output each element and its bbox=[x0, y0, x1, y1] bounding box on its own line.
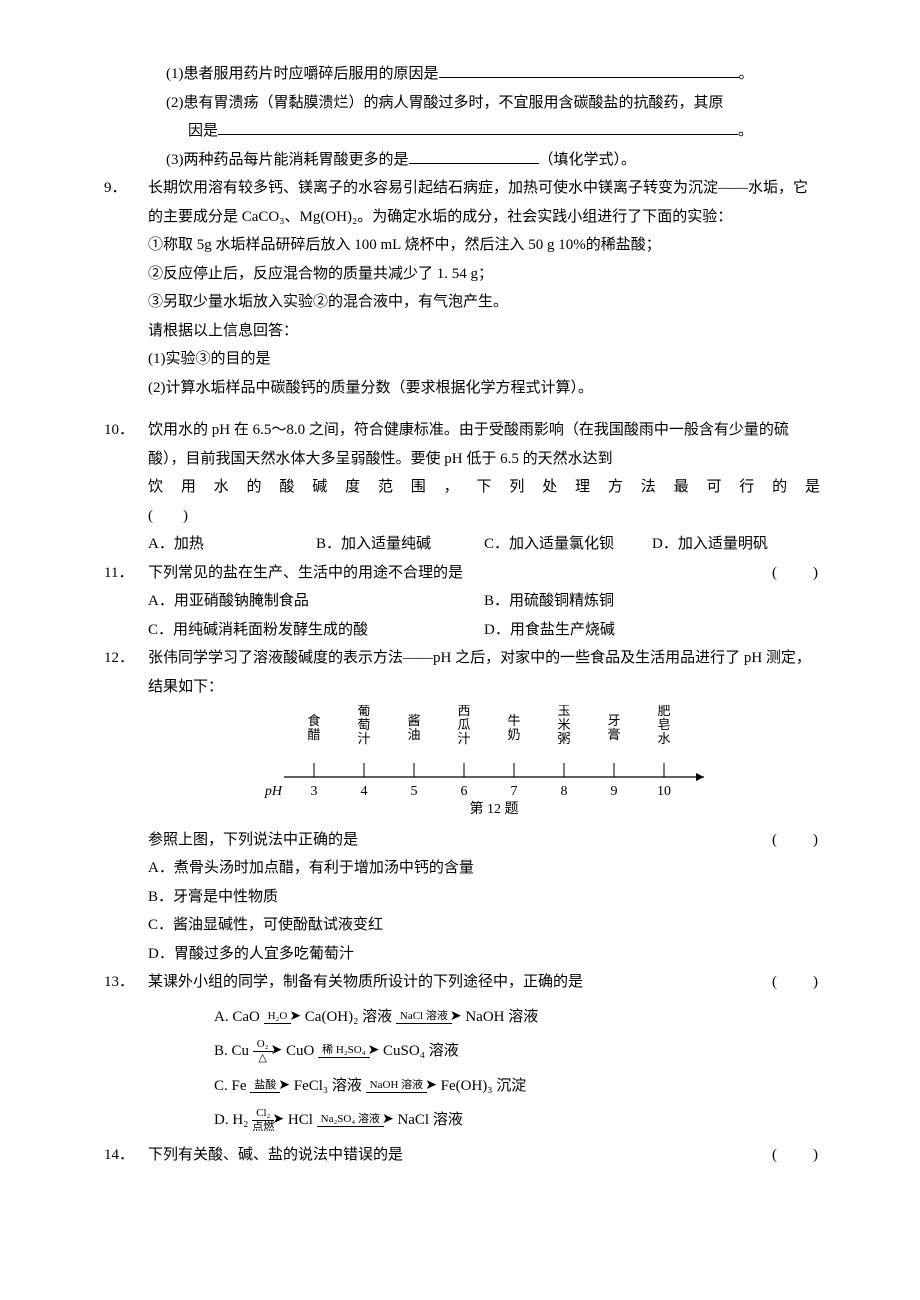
q8-sub1-suffix: 。 bbox=[739, 66, 754, 82]
svg-text:汁: 汁 bbox=[357, 731, 370, 746]
q11-number: 11． bbox=[100, 559, 148, 645]
q9-number: 9． bbox=[100, 174, 148, 402]
q8-sub2-blank[interactable] bbox=[218, 134, 738, 135]
q14-stem-line: 下列有关酸、碱、盐的说法中错误的是 ( ) bbox=[148, 1141, 820, 1170]
q14-paren[interactable]: ( ) bbox=[772, 1141, 820, 1170]
q8-sub3-blank[interactable] bbox=[409, 163, 539, 164]
q12-stem-line: 参照上图，下列说法中正确的是 ( ) bbox=[148, 826, 820, 855]
svg-text:4: 4 bbox=[361, 784, 368, 799]
q11-optD[interactable]: D．用食盐生产烧碱 bbox=[484, 616, 820, 645]
q9-step1: ①称取 5g 水垢样品研碎后放入 100 mL 烧杯中，然后注入 50 g 10… bbox=[148, 231, 820, 260]
svg-text:3: 3 bbox=[311, 784, 318, 799]
q11-paren[interactable]: ( ) bbox=[772, 559, 820, 588]
q11-stem-line: 下列常见的盐在生产、生活中的用途不合理的是 ( ) bbox=[148, 559, 820, 588]
ph-scale-svg: 食醋葡萄汁酱油西瓜汁牛奶玉米粥牙膏肥皂水pH345678910第 12 题 bbox=[244, 705, 724, 815]
q9: 9． 长期饮用溶有较多钙、镁离子的水容易引起结石病症，加热可使水中镁离子转变为沉… bbox=[100, 174, 820, 402]
q8-sub2-line2-prefix: 因是 bbox=[188, 123, 218, 139]
q8-sub1-blank[interactable] bbox=[439, 77, 739, 78]
q9-step2: ②反应停止后，反应混合物的质量共减少了 1. 54 g； bbox=[148, 260, 820, 289]
svg-text:牛: 牛 bbox=[507, 713, 520, 728]
svg-text:粥: 粥 bbox=[557, 731, 570, 746]
q8-sub2-suffix: 。 bbox=[738, 123, 753, 139]
q13-paren[interactable]: ( ) bbox=[772, 968, 820, 997]
svg-text:7: 7 bbox=[511, 784, 518, 799]
q13-optB[interactable]: B. Cu O₂△➤ CuO 稀 H₂SO₄➤ CuSO₄ 溶液 bbox=[214, 1037, 820, 1066]
q8-sub2-line1: (2)患有胃溃疡（胃黏膜溃烂）的病人胃酸过多时，不宜服用含碳酸盐的抗酸药，其原 bbox=[100, 89, 820, 118]
svg-text:6: 6 bbox=[461, 784, 468, 799]
q12-figure: 食醋葡萄汁酱油西瓜汁牛奶玉米粥牙膏肥皂水pH345678910第 12 题 bbox=[148, 705, 820, 826]
q10-optD[interactable]: D．加入适量明矾 bbox=[652, 530, 820, 559]
svg-text:牙: 牙 bbox=[607, 713, 620, 728]
q11: 11． 下列常见的盐在生产、生活中的用途不合理的是 ( ) A．用亚硝酸钠腌制食… bbox=[100, 559, 820, 645]
q13-stem-line: 某课外小组的同学，制备有关物质所设计的下列途径中，正确的是 ( ) bbox=[148, 968, 820, 997]
q10-optA[interactable]: A．加热 bbox=[148, 530, 316, 559]
q8-sub1-prefix: (1)患者服用药片时应嚼碎后服用的原因是 bbox=[166, 66, 439, 82]
q8-sub2-line2: 因是 。 bbox=[100, 117, 820, 146]
svg-text:酱: 酱 bbox=[407, 713, 420, 728]
q10-optB[interactable]: B．加入适量纯碱 bbox=[316, 530, 484, 559]
q10: 10． 饮用水的 pH 在 6.5～8.0 之间，符合健康标准。由于受酸雨影响（… bbox=[100, 416, 820, 559]
q12-number: 12． bbox=[100, 644, 148, 968]
svg-text:8: 8 bbox=[561, 784, 568, 799]
q13-stem: 某课外小组的同学，制备有关物质所设计的下列途径中，正确的是 bbox=[148, 974, 583, 990]
svg-text:醋: 醋 bbox=[307, 727, 320, 742]
q13-optD[interactable]: D. H₂ Cl₂点燃➤ HCl Na₂SO₄ 溶液➤ NaCl 溶液 bbox=[214, 1106, 820, 1135]
q13-optC[interactable]: C. Fe 盐酸➤ FeCl₃ 溶液 NaOH 溶液➤ Fe(OH)₃ 沉淀 bbox=[214, 1072, 820, 1101]
svg-text:10: 10 bbox=[657, 784, 671, 799]
q12-stem: 参照上图，下列说法中正确的是 bbox=[148, 832, 358, 848]
q11-options-row1: A．用亚硝酸钠腌制食品 B．用硫酸铜精炼铜 bbox=[148, 587, 820, 616]
q14-stem: 下列有关酸、碱、盐的说法中错误的是 bbox=[148, 1147, 403, 1163]
svg-text:油: 油 bbox=[407, 727, 420, 742]
q10-text1: 饮用水的 pH 在 6.5～8.0 之间，符合健康标准。由于受酸雨影响（在我国酸… bbox=[148, 416, 820, 473]
q11-optA[interactable]: A．用亚硝酸钠腌制食品 bbox=[148, 587, 484, 616]
svg-text:萄: 萄 bbox=[357, 717, 370, 732]
svg-text:米: 米 bbox=[557, 717, 570, 732]
svg-text:皂: 皂 bbox=[657, 717, 670, 732]
svg-text:pH: pH bbox=[264, 784, 283, 799]
q9-intro: 长期饮用溶有较多钙、镁离子的水容易引起结石病症，加热可使水中镁离子转变为沉淀——… bbox=[148, 174, 820, 231]
q10-options: A．加热 B．加入适量纯碱 C．加入适量氯化钡 D．加入适量明矾 bbox=[148, 530, 820, 559]
q12-intro: 张伟同学学习了溶液酸碱度的表示方法——pH 之后，对家中的一些食品及生活用品进行… bbox=[148, 644, 820, 701]
q8-sub3-prefix: (3)两种药品每片能消耗胃酸更多的是 bbox=[166, 152, 409, 168]
svg-text:汁: 汁 bbox=[457, 731, 470, 746]
q10-paren[interactable]: ( ) bbox=[148, 502, 820, 531]
q13-optA[interactable]: A. CaO H₂O➤ Ca(OH)₂ 溶液 NaCl 溶液➤ NaOH 溶液 bbox=[214, 1003, 820, 1032]
spacer bbox=[100, 402, 820, 416]
q14: 14． 下列有关酸、碱、盐的说法中错误的是 ( ) bbox=[100, 1141, 820, 1170]
q10-text2: 饮用水的酸碱度范围，下列处理方法最可行的是 bbox=[148, 473, 820, 502]
svg-text:5: 5 bbox=[411, 784, 418, 799]
q13-number: 13． bbox=[100, 968, 148, 1141]
q12-optA[interactable]: A．煮骨头汤时加点醋，有利于增加汤中钙的含量 bbox=[148, 854, 820, 883]
q8-sub3: (3)两种药品每片能消耗胃酸更多的是 （填化学式）。 bbox=[100, 146, 820, 175]
q11-optB[interactable]: B．用硫酸铜精炼铜 bbox=[484, 587, 820, 616]
q9-sub2: (2)计算水垢样品中碳酸钙的质量分数（要求根据化学方程式计算）。 bbox=[148, 374, 820, 403]
svg-text:9: 9 bbox=[611, 784, 618, 799]
q13: 13． 某课外小组的同学，制备有关物质所设计的下列途径中，正确的是 ( ) A.… bbox=[100, 968, 820, 1141]
q9-prompt: 请根据以上信息回答： bbox=[148, 317, 820, 346]
q11-options-row2: C．用纯碱消耗面粉发酵生成的酸 D．用食盐生产烧碱 bbox=[148, 616, 820, 645]
q11-stem: 下列常见的盐在生产、生活中的用途不合理的是 bbox=[148, 565, 463, 581]
q12-optB[interactable]: B．牙膏是中性物质 bbox=[148, 883, 820, 912]
q12: 12． 张伟同学学习了溶液酸碱度的表示方法——pH 之后，对家中的一些食品及生活… bbox=[100, 644, 820, 968]
svg-text:奶: 奶 bbox=[507, 727, 520, 742]
q12-paren[interactable]: ( ) bbox=[772, 826, 820, 855]
svg-text:水: 水 bbox=[657, 731, 670, 746]
q13-reactions: A. CaO H₂O➤ Ca(OH)₂ 溶液 NaCl 溶液➤ NaOH 溶液 B… bbox=[148, 1003, 820, 1135]
q8-sub1: (1)患者服用药片时应嚼碎后服用的原因是 。 bbox=[100, 60, 820, 89]
q9-step3: ③另取少量水垢放入实验②的混合液中，有气泡产生。 bbox=[148, 288, 820, 317]
q9-sub1: (1)实验③的目的是 bbox=[148, 345, 820, 374]
q10-optC[interactable]: C．加入适量氯化钡 bbox=[484, 530, 652, 559]
q11-optC[interactable]: C．用纯碱消耗面粉发酵生成的酸 bbox=[148, 616, 484, 645]
q14-number: 14． bbox=[100, 1141, 148, 1170]
q10-number: 10． bbox=[100, 416, 148, 559]
svg-text:瓜: 瓜 bbox=[457, 717, 470, 732]
svg-text:食: 食 bbox=[307, 713, 320, 728]
q8-sub2-prefix: (2)患有胃溃疡（胃黏膜溃烂）的病人胃酸过多时，不宜服用含碳酸盐的抗酸药，其原 bbox=[166, 95, 724, 111]
svg-text:第 12 题: 第 12 题 bbox=[470, 800, 519, 815]
q12-optC[interactable]: C．酱油显碱性，可使酚酞试液变红 bbox=[148, 911, 820, 940]
q12-optD[interactable]: D．胃酸过多的人宜多吃葡萄汁 bbox=[148, 940, 820, 969]
svg-text:膏: 膏 bbox=[607, 727, 620, 742]
q8-sub3-suffix: （填化学式）。 bbox=[539, 152, 637, 168]
